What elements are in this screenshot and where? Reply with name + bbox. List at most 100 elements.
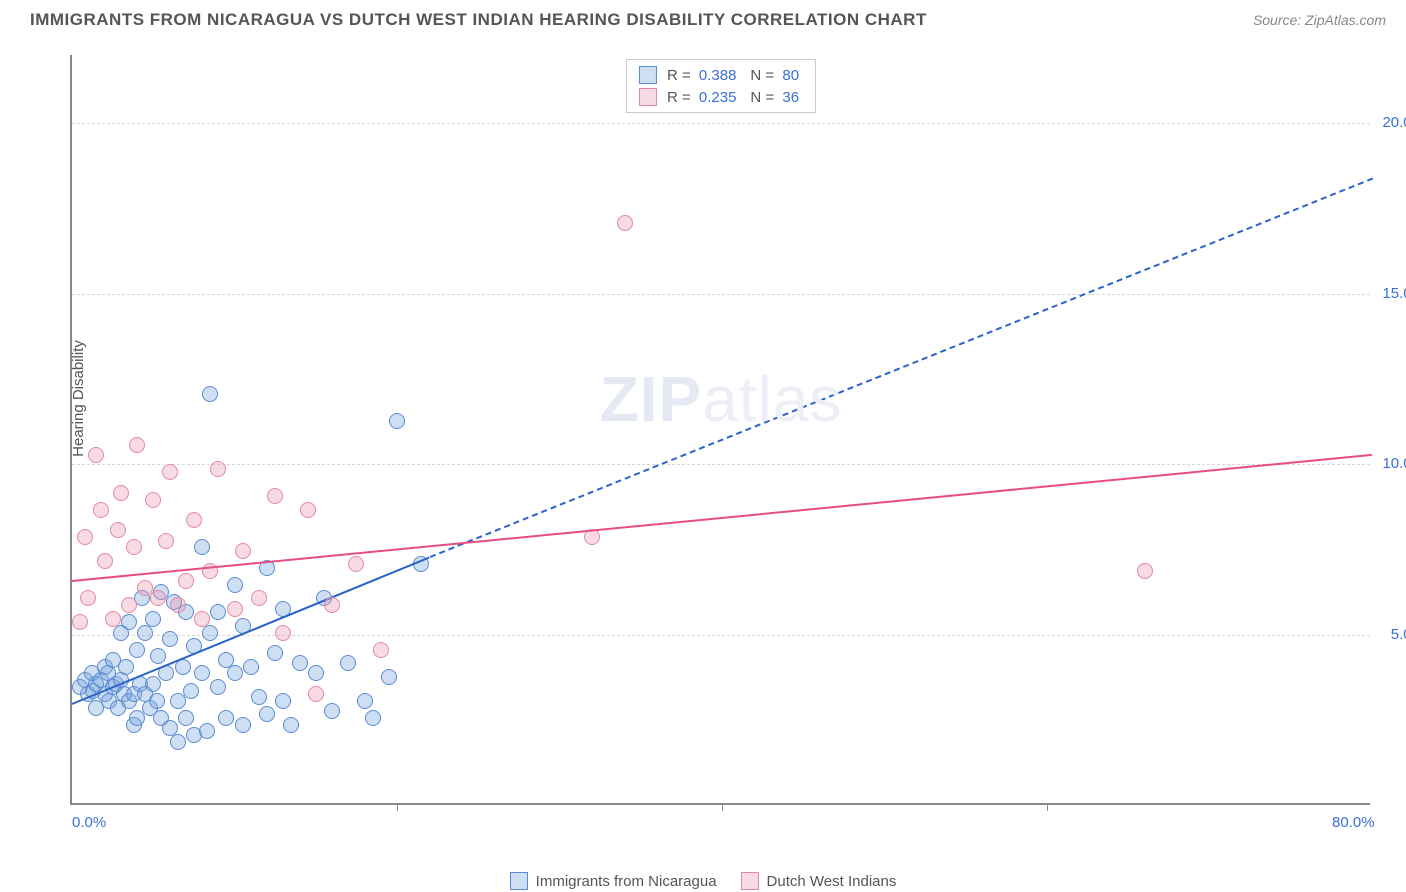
data-point xyxy=(210,679,226,695)
data-point xyxy=(110,522,126,538)
data-point xyxy=(292,655,308,671)
data-point xyxy=(340,655,356,671)
trend-line xyxy=(72,454,1372,582)
y-tick-label: 15.0% xyxy=(1375,285,1406,302)
data-point xyxy=(121,597,137,613)
chart-area: Hearing Disability ZIPatlas R = 0.388N =… xyxy=(50,55,1390,825)
legend-item: Immigrants from Nicaragua xyxy=(510,872,717,890)
x-tick xyxy=(397,803,398,811)
data-point xyxy=(162,631,178,647)
data-point xyxy=(202,386,218,402)
data-point xyxy=(267,645,283,661)
data-point xyxy=(389,413,405,429)
plot-region: ZIPatlas R = 0.388N = 80R = 0.235N = 36 … xyxy=(70,55,1370,805)
data-point xyxy=(162,464,178,480)
data-point xyxy=(183,683,199,699)
data-point xyxy=(170,597,186,613)
legend-stat-row: R = 0.388 N = 80 xyxy=(639,64,803,86)
data-point xyxy=(617,215,633,231)
x-tick xyxy=(722,803,723,811)
legend-swatch xyxy=(741,872,759,890)
data-point xyxy=(118,659,134,675)
data-point xyxy=(300,502,316,518)
data-point xyxy=(243,659,259,675)
data-point xyxy=(113,485,129,501)
r-label: R = 0.235 xyxy=(667,89,740,106)
data-point xyxy=(121,614,137,630)
y-tick-label: 5.0% xyxy=(1375,626,1406,643)
data-point xyxy=(93,502,109,518)
gridline xyxy=(72,464,1370,465)
y-tick-label: 10.0% xyxy=(1375,455,1406,472)
data-point xyxy=(210,461,226,477)
legend-stats: R = 0.388 N = 80 R = 0.235 N = 36 xyxy=(626,59,816,113)
legend-item: Dutch West Indians xyxy=(741,872,897,890)
n-label: N = 80 xyxy=(750,67,803,84)
r-label: R = 0.388 xyxy=(667,67,740,84)
data-point xyxy=(88,447,104,463)
legend-swatch xyxy=(639,88,657,106)
data-point xyxy=(126,539,142,555)
gridline xyxy=(72,635,1370,636)
data-point xyxy=(150,590,166,606)
n-label: N = 36 xyxy=(750,89,803,106)
legend-bottom: Immigrants from Nicaragua Dutch West Indi… xyxy=(0,872,1406,890)
data-point xyxy=(178,573,194,589)
data-point xyxy=(194,611,210,627)
data-point xyxy=(235,543,251,559)
data-point xyxy=(199,723,215,739)
data-point xyxy=(77,529,93,545)
legend-stat-row: R = 0.235 N = 36 xyxy=(639,86,803,108)
legend-swatch xyxy=(639,66,657,84)
data-point xyxy=(227,665,243,681)
data-point xyxy=(235,717,251,733)
data-point xyxy=(72,614,88,630)
data-point xyxy=(170,734,186,750)
data-point xyxy=(275,625,291,641)
legend-swatch xyxy=(510,872,528,890)
x-tick xyxy=(1047,803,1048,811)
data-point xyxy=(158,533,174,549)
data-point xyxy=(1137,563,1153,579)
data-point xyxy=(381,669,397,685)
gridline xyxy=(72,294,1370,295)
data-point xyxy=(283,717,299,733)
data-point xyxy=(194,539,210,555)
source-label: Source: ZipAtlas.com xyxy=(1253,12,1386,28)
data-point xyxy=(251,689,267,705)
gridline xyxy=(72,123,1370,124)
data-point xyxy=(218,710,234,726)
data-point xyxy=(105,611,121,627)
data-point xyxy=(259,706,275,722)
data-point xyxy=(194,665,210,681)
data-point xyxy=(275,693,291,709)
x-tick-label: 0.0% xyxy=(72,814,106,831)
legend-label: Dutch West Indians xyxy=(767,873,897,890)
data-point xyxy=(137,625,153,641)
data-point xyxy=(357,693,373,709)
data-point xyxy=(149,693,165,709)
data-point xyxy=(186,512,202,528)
data-point xyxy=(129,437,145,453)
data-point xyxy=(145,611,161,627)
data-point xyxy=(348,556,364,572)
watermark: ZIPatlas xyxy=(600,362,843,436)
data-point xyxy=(150,648,166,664)
data-point xyxy=(324,597,340,613)
data-point xyxy=(129,642,145,658)
data-point xyxy=(202,625,218,641)
data-point xyxy=(267,488,283,504)
data-point xyxy=(97,553,113,569)
data-point xyxy=(210,604,226,620)
chart-title: IMMIGRANTS FROM NICARAGUA VS DUTCH WEST … xyxy=(30,10,927,30)
data-point xyxy=(308,665,324,681)
data-point xyxy=(251,590,267,606)
data-point xyxy=(373,642,389,658)
data-point xyxy=(227,577,243,593)
legend-label: Immigrants from Nicaragua xyxy=(536,873,717,890)
data-point xyxy=(308,686,324,702)
data-point xyxy=(324,703,340,719)
data-point xyxy=(80,590,96,606)
data-point xyxy=(178,710,194,726)
data-point xyxy=(227,601,243,617)
